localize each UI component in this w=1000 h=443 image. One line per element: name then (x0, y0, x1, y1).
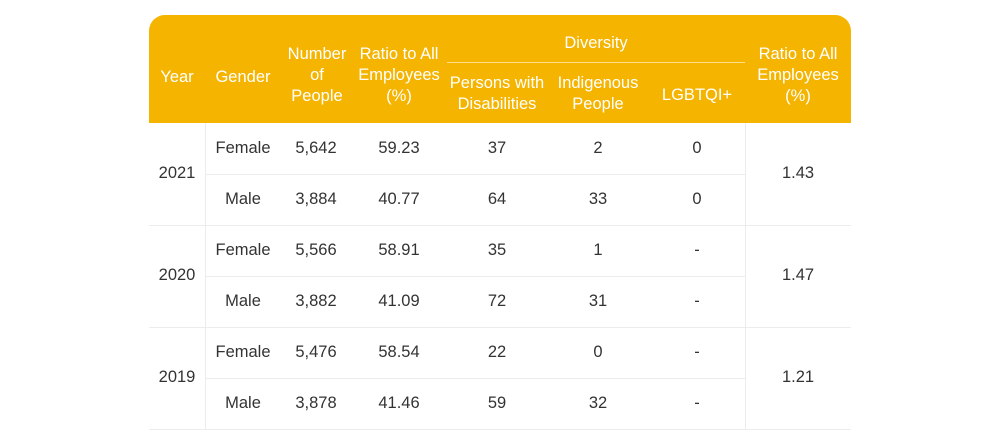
header-ratio-to-all-employees: Ratio to All Employees (%) (348, 44, 450, 107)
row-divider (205, 174, 745, 175)
header-lgbtqi: LGBTQI+ (661, 86, 733, 104)
diversity-ratio-cell: 1.43 (781, 164, 815, 182)
header-diversity: Diversity (564, 34, 628, 52)
disabilities-cell: 59 (487, 394, 507, 412)
header-number-line1: Number (287, 45, 347, 63)
gender-cell: Male (225, 394, 261, 412)
indigenous-cell: 2 (593, 139, 603, 157)
header-indigenous-line2: People (572, 95, 624, 113)
indigenous-cell: 0 (593, 343, 603, 361)
indigenous-cell: 33 (588, 190, 608, 208)
group-divider (149, 327, 851, 328)
header-year: Year (160, 68, 194, 86)
header-ratio-line2: Employees (358, 66, 440, 84)
number-cell: 3,878 (295, 394, 337, 412)
group-divider (149, 429, 851, 430)
gender-cell: Female (215, 343, 271, 361)
lgbtqi-cell: - (694, 292, 700, 310)
lgbtqi-cell: 0 (692, 139, 702, 157)
indigenous-cell: 1 (593, 241, 603, 259)
gender-cell: Male (225, 292, 261, 310)
header-ratio-line1: Ratio to All (359, 45, 439, 63)
gender-cell: Male (225, 190, 261, 208)
header-indigenous-people: Indigenous People (547, 73, 649, 115)
header-disabilities-line2: Disabilities (457, 95, 537, 113)
column-divider (205, 123, 206, 429)
disabilities-cell: 72 (487, 292, 507, 310)
year-cell: 2021 (158, 164, 196, 182)
employee-diversity-table: Year Gender Number of People Ratio to Al… (149, 15, 851, 430)
header-number-of-people: Number of People (282, 44, 352, 107)
column-divider (745, 123, 746, 429)
ratio-cell: 40.77 (378, 190, 420, 208)
header-ratio-line3: (%) (386, 87, 412, 105)
disabilities-cell: 22 (487, 343, 507, 361)
header-gender: Gender (215, 68, 271, 86)
header-disabilities-line1: Persons with (449, 74, 545, 92)
gender-cell: Female (215, 139, 271, 157)
table-header: Year Gender Number of People Ratio to Al… (149, 15, 851, 123)
indigenous-cell: 32 (588, 394, 608, 412)
diversity-ratio-cell: 1.47 (781, 266, 815, 284)
number-cell: 5,476 (295, 343, 337, 361)
indigenous-cell: 31 (588, 292, 608, 310)
group-divider (149, 225, 851, 226)
number-cell: 5,566 (295, 241, 337, 259)
number-cell: 5,642 (295, 139, 337, 157)
number-cell: 3,884 (295, 190, 337, 208)
row-divider (205, 276, 745, 277)
disabilities-cell: 37 (487, 139, 507, 157)
disabilities-cell: 35 (487, 241, 507, 259)
number-cell: 3,882 (295, 292, 337, 310)
header-div-ratio-line2: Employees (757, 66, 839, 84)
diversity-ratio-cell: 1.21 (781, 368, 815, 386)
lgbtqi-cell: 0 (692, 190, 702, 208)
header-diversity-ratio: Ratio to All Employees (%) (745, 44, 851, 107)
gender-cell: Female (215, 241, 271, 259)
lgbtqi-cell: - (694, 394, 700, 412)
header-div-ratio-line3: (%) (785, 87, 811, 105)
lgbtqi-cell: - (694, 241, 700, 259)
header-indigenous-line1: Indigenous (557, 74, 639, 92)
header-diversity-divider (447, 62, 745, 63)
ratio-cell: 58.54 (378, 343, 420, 361)
header-number-line3: People (291, 87, 343, 105)
ratio-cell: 41.09 (378, 292, 420, 310)
lgbtqi-cell: - (694, 343, 700, 361)
ratio-cell: 41.46 (378, 394, 420, 412)
year-cell: 2019 (158, 368, 196, 386)
ratio-cell: 58.91 (378, 241, 420, 259)
header-number-line2: of (310, 66, 324, 84)
year-cell: 2020 (158, 266, 196, 284)
disabilities-cell: 64 (487, 190, 507, 208)
table-body: 2021 1.43 Female 5,642 59.23 37 2 0 Male 3,884 40.… (149, 123, 851, 430)
header-div-ratio-line1: Ratio to All (758, 45, 838, 63)
header-persons-with-disabilities: Persons with Disabilities (447, 73, 547, 115)
row-divider (205, 378, 745, 379)
ratio-cell: 59.23 (378, 139, 420, 157)
